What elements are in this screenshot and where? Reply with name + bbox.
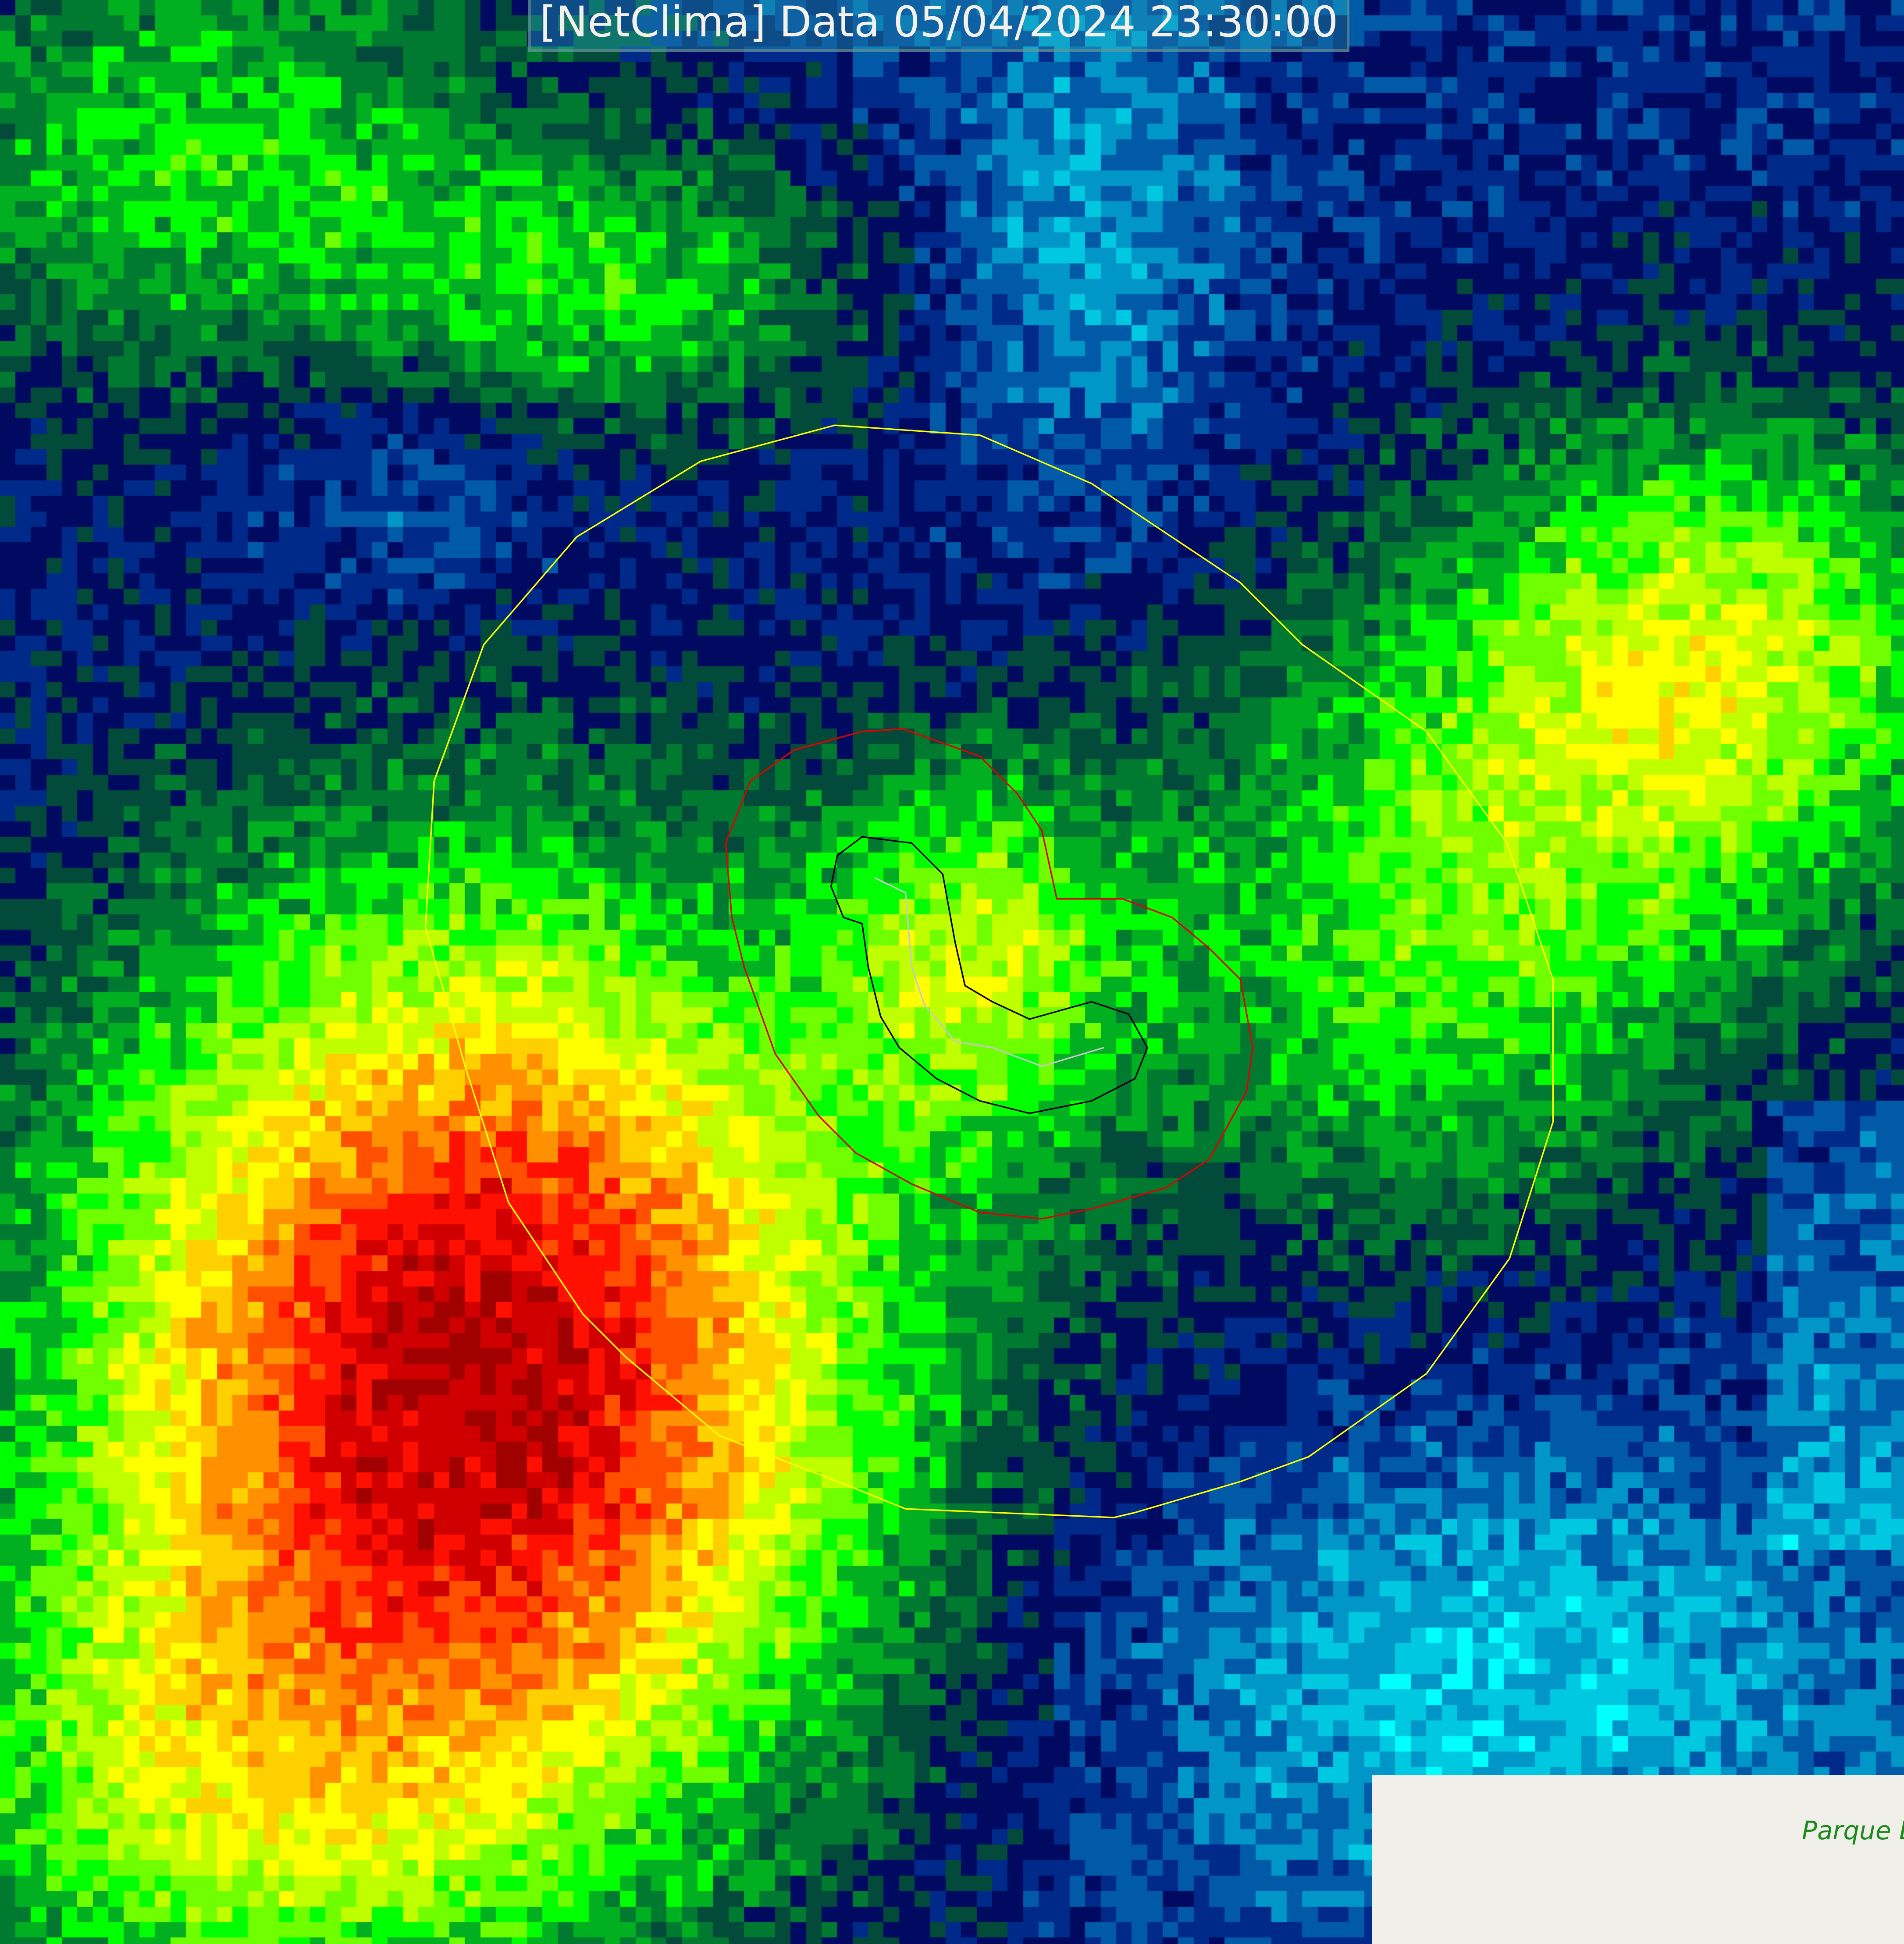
- contour-inner: [830, 836, 1148, 1114]
- contour-outer: [424, 424, 1554, 1518]
- title-banner: [NetClima] Data 05/04/2024 23:30:00: [528, 0, 1350, 52]
- storm-track: [874, 877, 1104, 1067]
- basemap-tile: [1372, 1775, 1904, 1944]
- contour-middle: [725, 728, 1254, 1220]
- map-label-park: Parque Estadual: [1802, 1816, 1904, 1845]
